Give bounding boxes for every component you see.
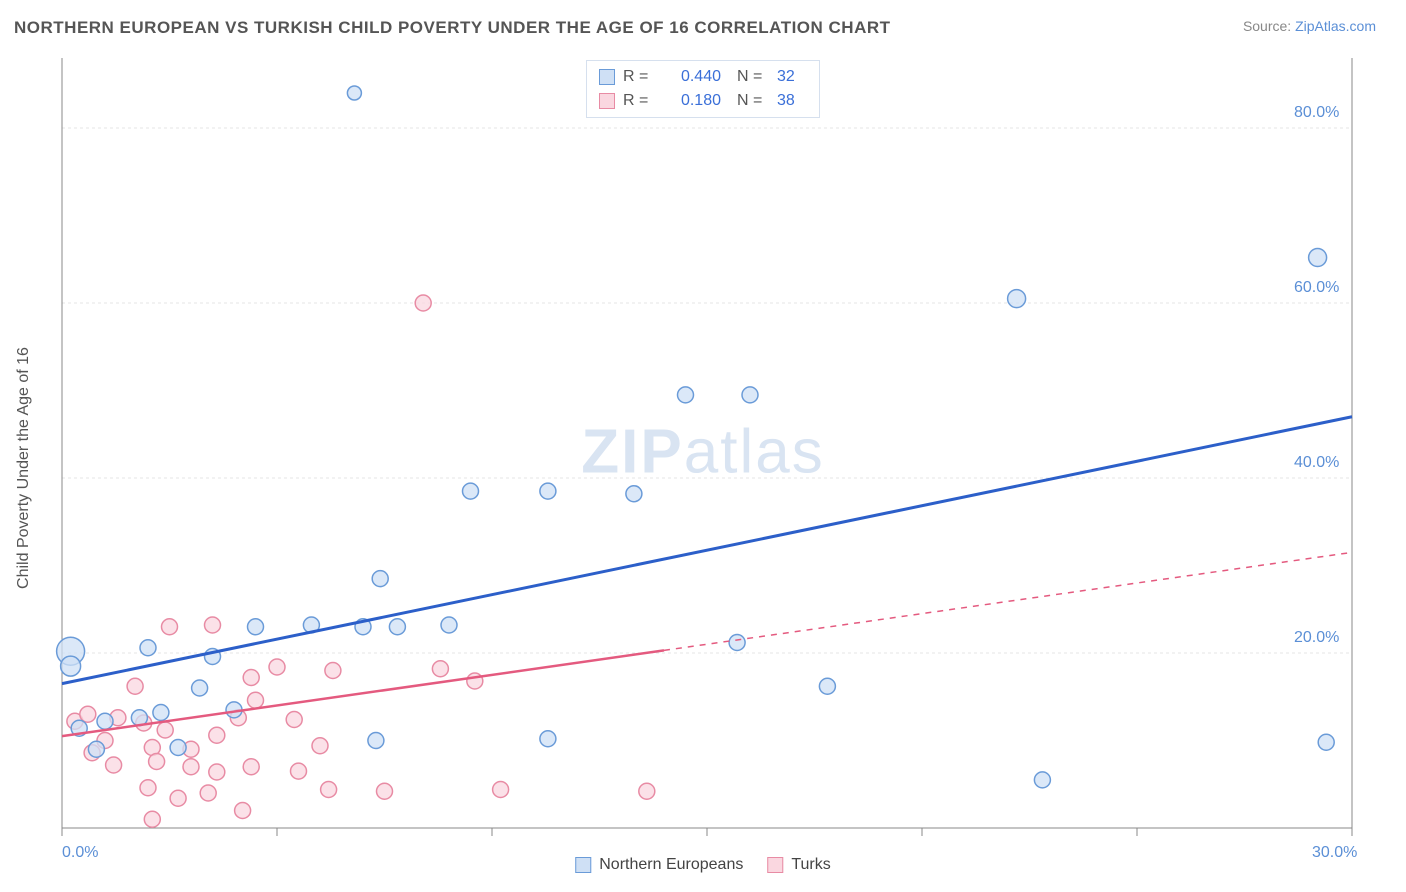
- y-tick-label: 60.0%: [1294, 279, 1339, 297]
- series-legend: Northern Europeans Turks: [575, 856, 831, 874]
- series-name: Turks: [791, 856, 830, 874]
- n-value: 38: [777, 89, 807, 113]
- legend-swatch: [599, 69, 615, 85]
- n-value: 32: [777, 65, 807, 89]
- correlation-legend-row: R = 0.180 N = 38: [599, 89, 807, 113]
- source-prefix: Source:: [1243, 18, 1295, 34]
- y-axis-title: Child Poverty Under the Age of 16: [15, 347, 33, 589]
- x-tick-label: 0.0%: [62, 844, 98, 862]
- r-value: 0.180: [661, 89, 721, 113]
- legend-swatch: [767, 857, 783, 873]
- chart-container: Child Poverty Under the Age of 16 ZIPatl…: [14, 58, 1392, 878]
- r-label: R =: [623, 89, 653, 113]
- source-attribution: Source: ZipAtlas.com: [1243, 18, 1376, 34]
- y-tick-label: 80.0%: [1294, 104, 1339, 122]
- series-name: Northern Europeans: [599, 856, 743, 874]
- correlation-legend: R = 0.440 N = 32 R = 0.180 N = 38: [586, 60, 820, 118]
- y-tick-label: 40.0%: [1294, 454, 1339, 472]
- x-tick-label: 30.0%: [1312, 844, 1357, 862]
- n-label: N =: [737, 65, 769, 89]
- scatter-chart: [14, 58, 1392, 878]
- chart-title: NORTHERN EUROPEAN VS TURKISH CHILD POVER…: [14, 18, 891, 38]
- series-legend-item: Turks: [767, 856, 830, 874]
- r-label: R =: [623, 65, 653, 89]
- source-link[interactable]: ZipAtlas.com: [1295, 18, 1376, 34]
- series-legend-item: Northern Europeans: [575, 856, 743, 874]
- legend-swatch: [599, 93, 615, 109]
- legend-swatch: [575, 857, 591, 873]
- y-tick-label: 20.0%: [1294, 629, 1339, 647]
- r-value: 0.440: [661, 65, 721, 89]
- n-label: N =: [737, 89, 769, 113]
- correlation-legend-row: R = 0.440 N = 32: [599, 65, 807, 89]
